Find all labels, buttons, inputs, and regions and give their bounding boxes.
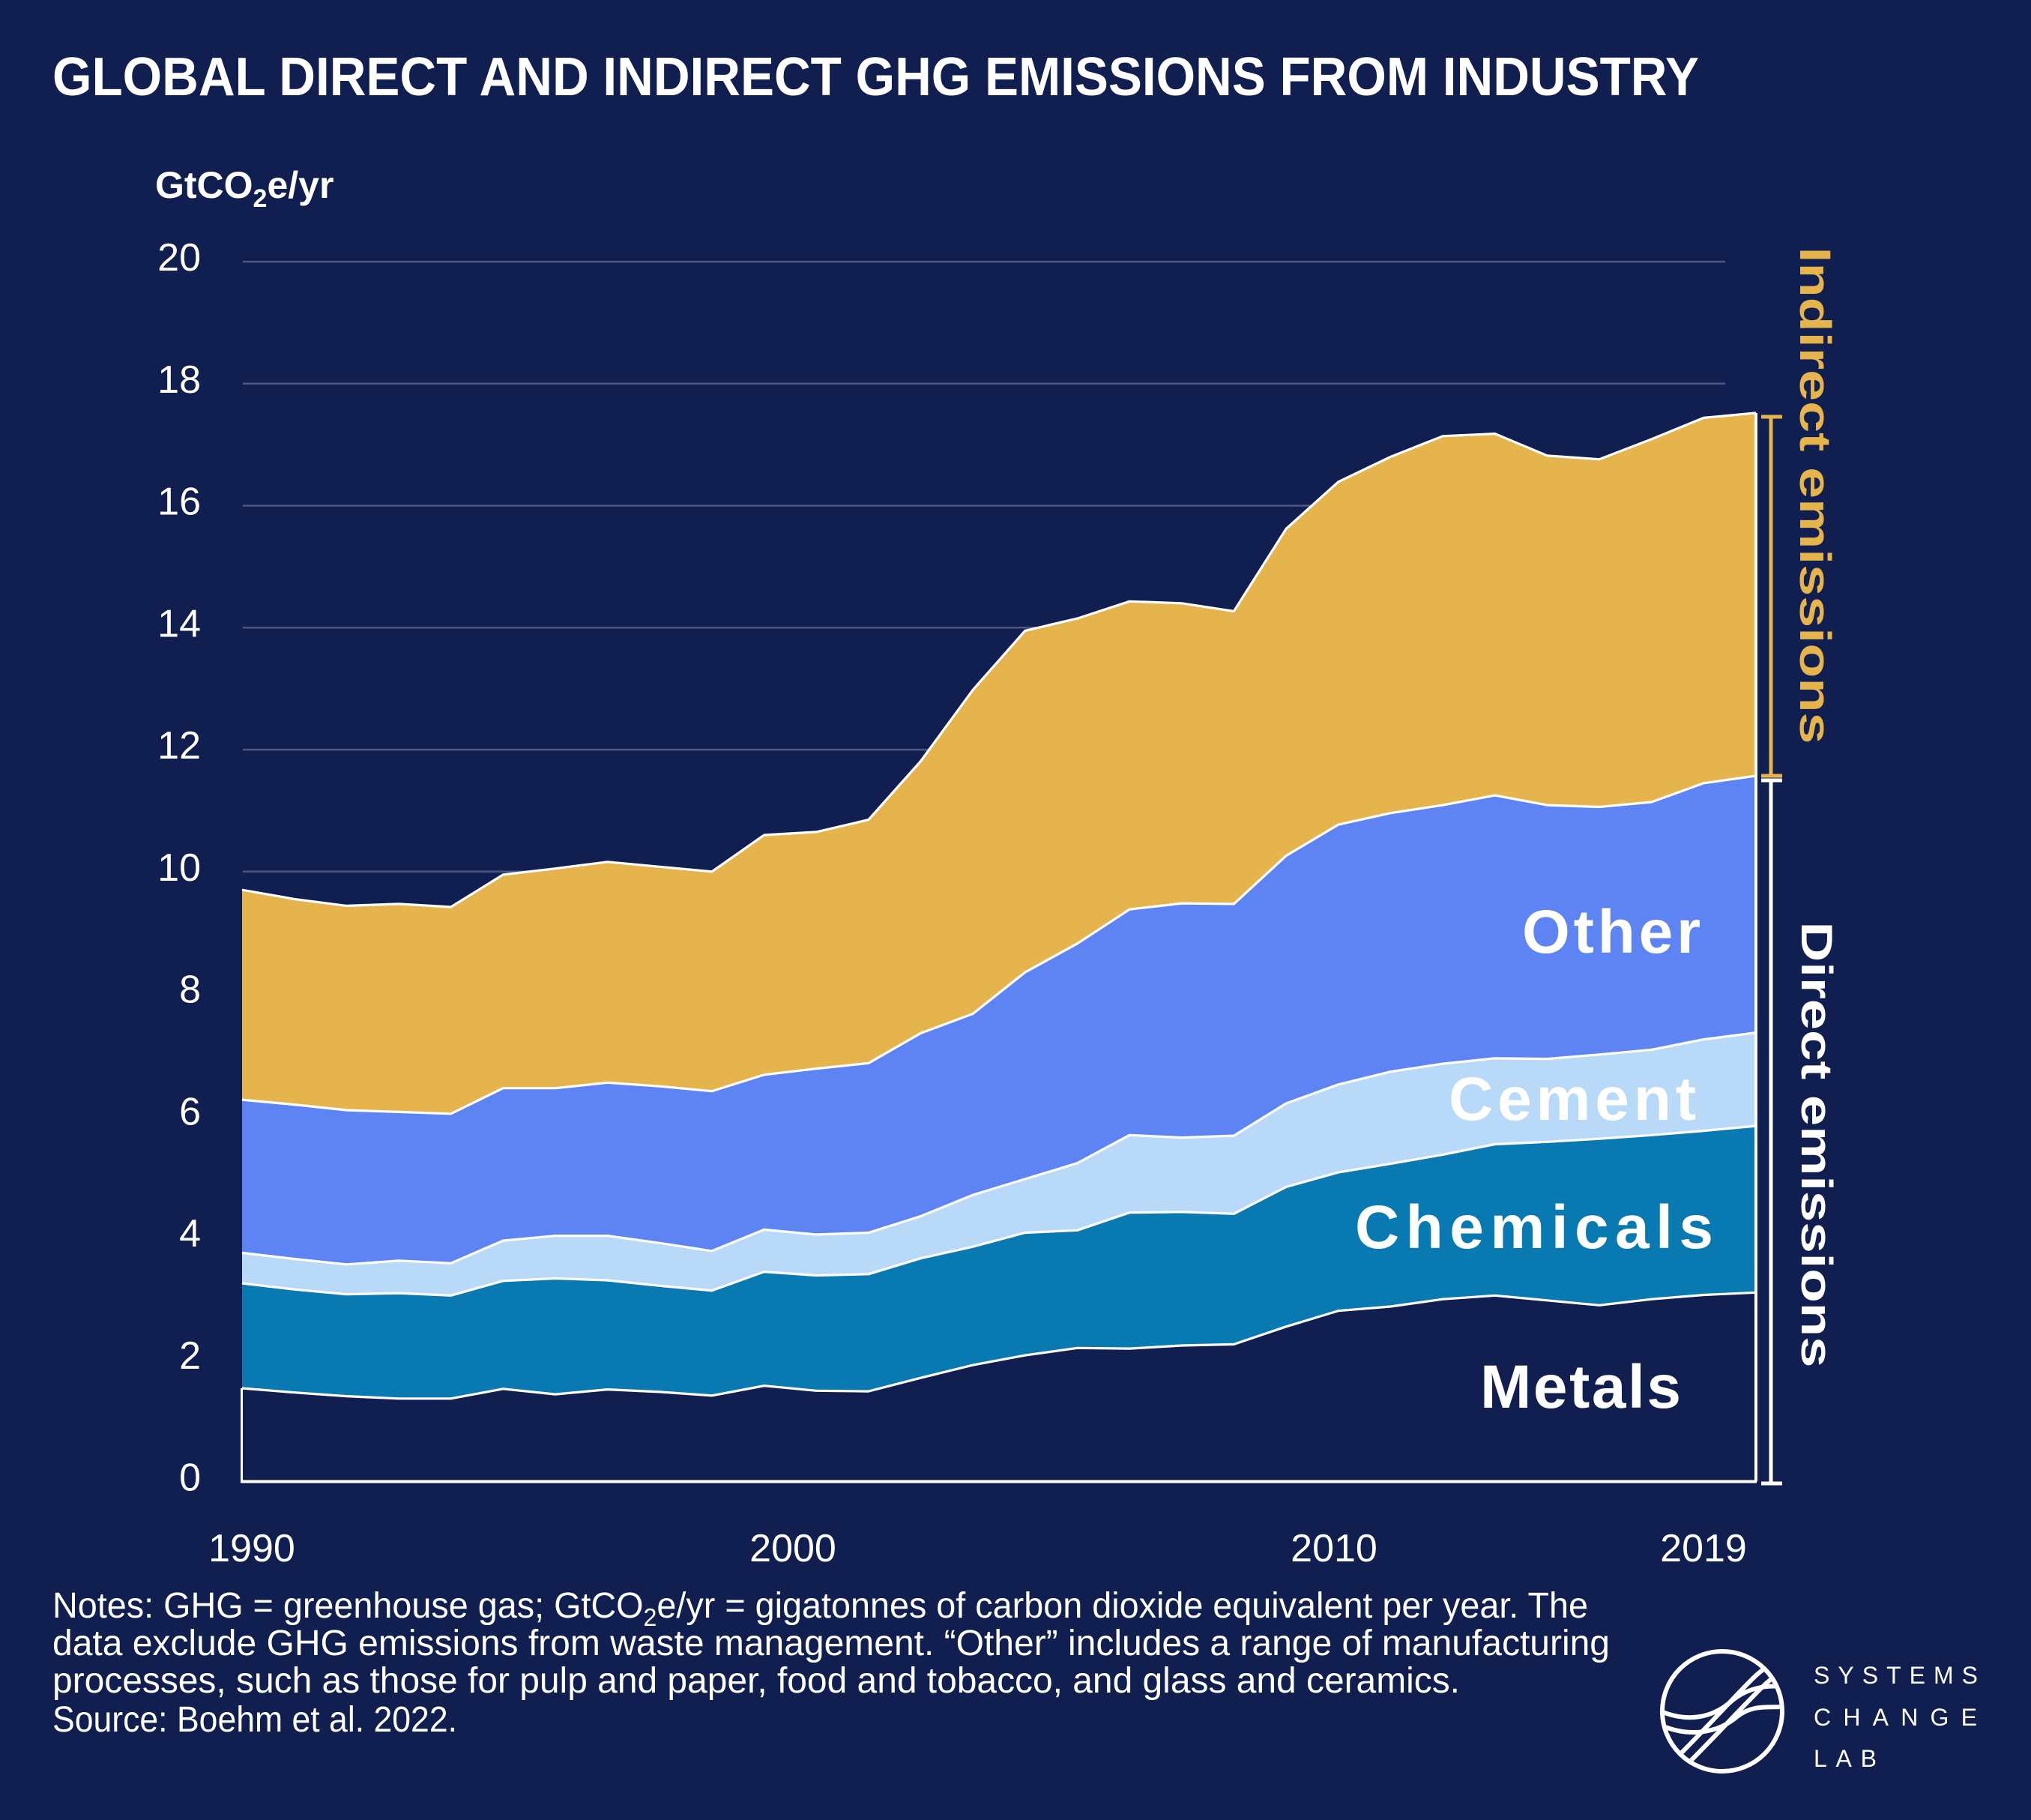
- svg-text:Chemicals: Chemicals: [1355, 1193, 1713, 1262]
- svg-text:6: 6: [179, 1090, 201, 1133]
- svg-text:0: 0: [179, 1456, 201, 1500]
- svg-text:14: 14: [157, 602, 201, 645]
- svg-text:Metals: Metals: [1480, 1353, 1681, 1421]
- svg-text:4: 4: [179, 1212, 201, 1256]
- svg-text:SYSTEMS: SYSTEMS: [1814, 1662, 1978, 1689]
- svg-text:Notes: GHG = greenhouse gas; G: Notes: GHG = greenhouse gas; GtCO2e/yr =…: [52, 1586, 1588, 1631]
- svg-text:1990: 1990: [208, 1527, 295, 1570]
- svg-text:16: 16: [157, 480, 201, 524]
- svg-text:LAB: LAB: [1814, 1745, 1877, 1772]
- svg-text:Indirect emissions: Indirect emissions: [1790, 247, 1839, 744]
- svg-text:18: 18: [157, 358, 201, 402]
- svg-text:2: 2: [179, 1334, 201, 1378]
- svg-text:Other: Other: [1522, 898, 1700, 966]
- svg-text:data exclude GHG emissions fro: data exclude GHG emissions from waste ma…: [52, 1624, 1610, 1663]
- svg-text:2000: 2000: [749, 1527, 836, 1570]
- svg-text:10: 10: [157, 846, 201, 890]
- svg-text:20: 20: [157, 236, 201, 280]
- svg-text:2019: 2019: [1660, 1527, 1747, 1570]
- svg-text:processes, such as those for p: processes, such as those for pulp and pa…: [52, 1661, 1460, 1701]
- svg-text:Cement: Cement: [1449, 1065, 1696, 1133]
- svg-text:2010: 2010: [1291, 1527, 1377, 1570]
- svg-text:8: 8: [179, 968, 201, 1012]
- svg-text:Direct emissions: Direct emissions: [1792, 922, 1841, 1368]
- svg-text:GtCO2e/yr: GtCO2e/yr: [155, 164, 334, 213]
- svg-text:GLOBAL DIRECT AND INDIRECT GHG: GLOBAL DIRECT AND INDIRECT GHG EMISSIONS…: [52, 47, 1699, 107]
- svg-text:Source: Boehm et al. 2022.: Source: Boehm et al. 2022.: [52, 1700, 457, 1740]
- svg-text:12: 12: [157, 724, 201, 768]
